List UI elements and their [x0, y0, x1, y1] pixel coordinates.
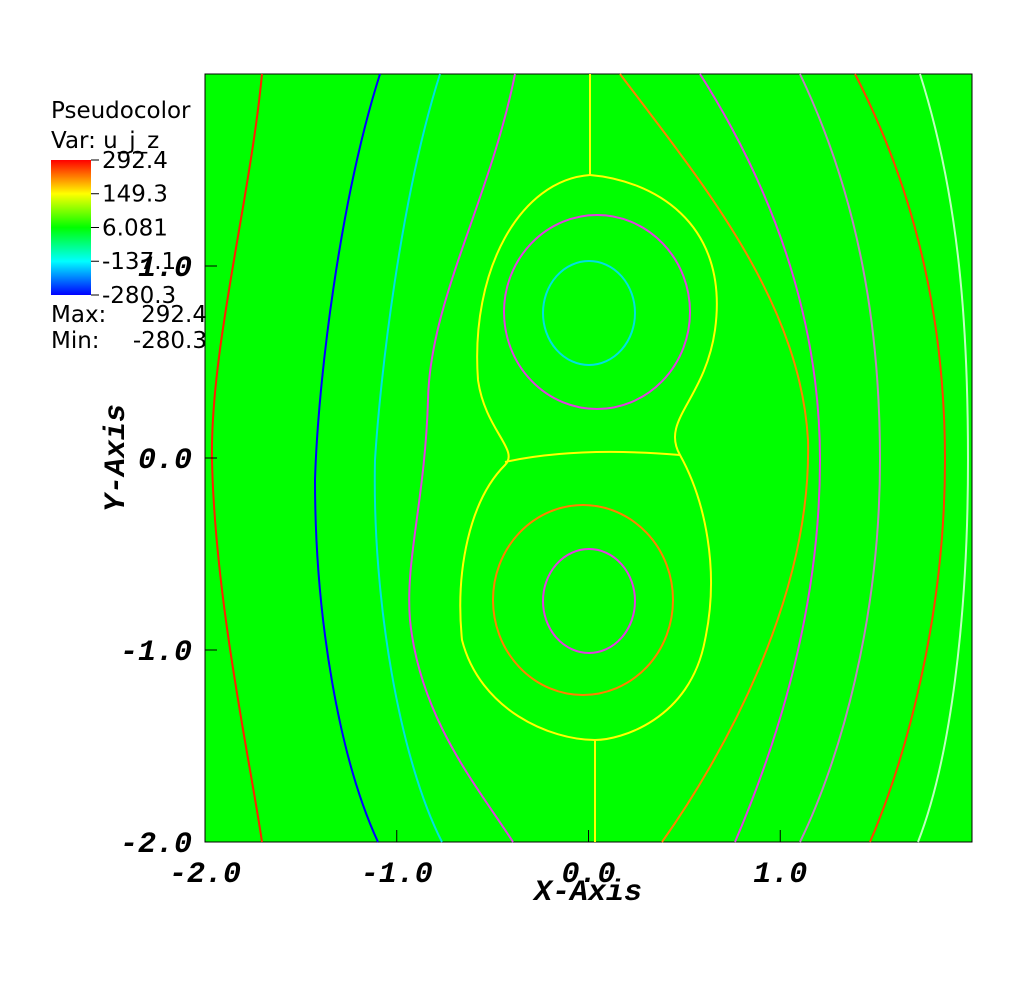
contour-line [492, 504, 674, 696]
contour-line [373, 73, 443, 843]
contour-line [504, 450, 681, 463]
min-value: -280.3 [133, 328, 207, 354]
contour-line [210, 73, 263, 843]
colorbar-tick-label: 149.3 [102, 182, 168, 208]
max-label: Max: [51, 302, 106, 328]
plot-name: Pseudocolor [51, 98, 191, 124]
contour-line [503, 214, 691, 410]
colorbar-tick-label: -137.1 [102, 249, 176, 275]
x-tick-label: 0.0 [561, 858, 615, 892]
colorbar-tick-label: 6.081 [102, 215, 168, 241]
contour-line [619, 73, 810, 843]
contour-line [542, 548, 636, 654]
min-label: Min: [51, 328, 100, 354]
contour-line [459, 174, 596, 741]
variable-name: Var: u_j_z [51, 128, 159, 154]
y-axis-label: Y-Axis [100, 404, 134, 512]
plot-area [204, 73, 973, 843]
contours [210, 73, 970, 843]
contour-line [699, 73, 822, 843]
max-value: 292.4 [141, 302, 207, 328]
y-tick-label: -1.0 [120, 636, 192, 670]
y-tick-label: 0.0 [138, 444, 192, 478]
x-axis-label: X-Axis [532, 876, 642, 910]
contour-line [854, 73, 947, 843]
contour-line [542, 260, 636, 366]
x-tick-label: 1.0 [753, 858, 807, 892]
contour-line [917, 73, 970, 843]
y-tick-label: -2.0 [120, 828, 192, 862]
contour-line [313, 73, 381, 843]
contour-line [799, 73, 882, 843]
contour-line [408, 73, 516, 843]
colorbar-tick-label: -280.3 [102, 283, 176, 309]
y-tick-label: 1.0 [138, 252, 192, 286]
x-tick-label: -1.0 [361, 858, 433, 892]
colorbar [51, 160, 91, 295]
x-tick-label: -2.0 [169, 858, 241, 892]
colorbar-tick-label: 292.4 [102, 148, 168, 174]
